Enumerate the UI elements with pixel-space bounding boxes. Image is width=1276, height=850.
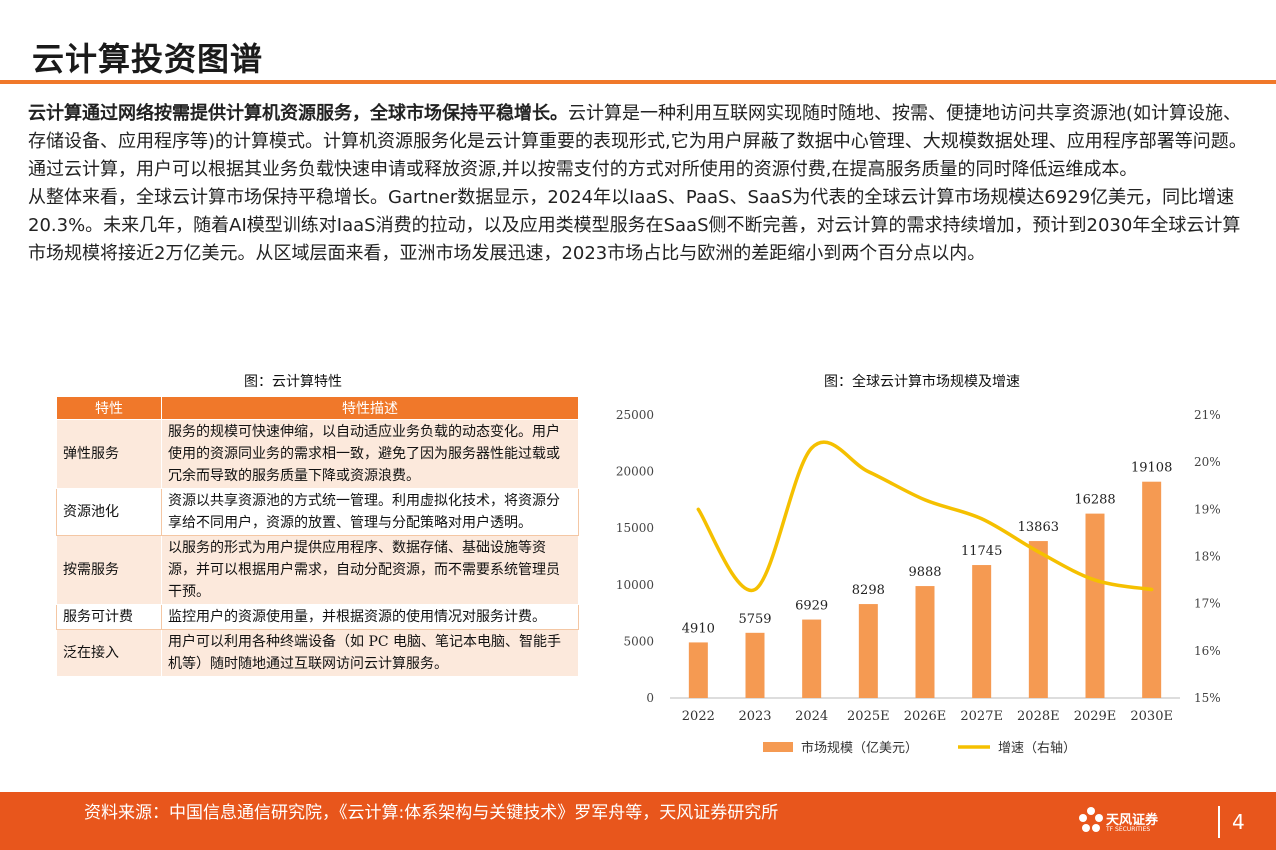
bar-value-label: 13863 — [1018, 520, 1059, 535]
chart-caption: 图：全球云计算市场规模及增速 — [824, 374, 1020, 390]
title-divider — [0, 80, 1276, 84]
feature-desc: 资源以共享资源池的方式统一管理。利用虚拟化技术，将资源分享给不同用户，资源的放置… — [161, 488, 579, 536]
feature-desc: 以服务的形式为用户提供应用程序、数据存储、基础设施等资源，并可以根据用户需求，自… — [161, 535, 579, 605]
y-right-tick-label: 17% — [1194, 597, 1221, 611]
table-row: 资源池化 资源以共享资源池的方式统一管理。利用虚拟化技术，将资源分享给不同用户，… — [56, 488, 579, 536]
y-left-tick-label: 10000 — [616, 578, 654, 592]
legend-line-label: 增速（右轴） — [998, 741, 1076, 756]
feature-desc: 监控用户的资源使用量，并根据资源的使用情况对服务计费。 — [161, 604, 579, 630]
bar-value-label: 11745 — [961, 544, 1002, 559]
intro-lead-bold: 云计算通过网络按需提供计算机资源服务，全球市场保持平稳增长。 — [28, 103, 568, 124]
x-tick-label: 2026E — [904, 709, 947, 724]
table-row: 服务可计费 监控用户的资源使用量，并根据资源的使用情况对服务计费。 — [56, 604, 579, 630]
table-row: 泛在接入 用户可以利用各种终端设备（如 PC 电脑、笔记本电脑、智能手机等）随时… — [56, 629, 579, 677]
y-left-tick-label: 25000 — [616, 408, 654, 422]
bar — [915, 586, 935, 698]
bar-value-label: 9888 — [908, 565, 941, 580]
bar-value-label: 19108 — [1131, 461, 1172, 476]
x-tick-label: 2029E — [1074, 709, 1117, 724]
bar — [1085, 513, 1105, 698]
y-right-tick-label: 19% — [1194, 502, 1221, 516]
source-note: 资料来源：中国信息通信研究院，《云计算:体系架构与关键技术》罗军舟等，天风证券研… — [84, 803, 779, 823]
table-caption: 图：云计算特性 — [244, 374, 342, 390]
footer-bar — [0, 792, 1276, 850]
bar — [688, 642, 708, 698]
feature-name: 按需服务 — [56, 535, 162, 605]
y-left-tick-label: 15000 — [616, 521, 654, 535]
market-chart: 0 5000 10000 15000 20000 25000 15% 16% 17% 18% 19%… — [616, 408, 1221, 756]
x-tick-label: 2028E — [1017, 709, 1060, 724]
x-tick-label: 2025E — [847, 709, 890, 724]
y-left-tick-label: 5000 — [623, 634, 654, 648]
page-number-divider — [1218, 806, 1220, 838]
bar — [745, 632, 765, 698]
logo-text-cn: 天风证券 — [1106, 813, 1159, 828]
y-left-tick-label: 20000 — [616, 465, 654, 479]
logo-text-en: TF SECURITIES — [1106, 826, 1151, 833]
feature-name: 服务可计费 — [56, 604, 162, 630]
table-header-name: 特性 — [56, 396, 162, 420]
intro-lead-rest: 云计算是一种利用互联网实现随时随地、按需、便捷地访问共享资源池(如计算设施、存储… — [28, 103, 1247, 180]
intro-paragraph-1: 云计算通过网络按需提供计算机资源服务，全球市场保持平稳增长。云计算是一种利用互联… — [28, 100, 1250, 184]
x-tick-label: 2030E — [1130, 709, 1173, 724]
table-row: 弹性服务 服务的规模可快速伸缩，以自动适应业务负载的动态变化。用户使用的资源同业… — [56, 419, 579, 489]
page-title: 云计算投资图谱 — [32, 40, 264, 78]
bar-value-label: 6929 — [795, 599, 828, 614]
y-left-tick-label: 0 — [646, 691, 654, 705]
bar — [858, 604, 878, 698]
bar — [972, 565, 992, 698]
bar — [1028, 541, 1048, 698]
y-right-tick-label: 21% — [1194, 408, 1221, 422]
legend-bar-label: 市场规模（亿美元） — [801, 740, 918, 756]
x-tick-label: 2024 — [795, 709, 828, 724]
y-right-tick-label: 16% — [1194, 644, 1221, 658]
table-header-row: 特性 特性描述 — [56, 396, 579, 420]
legend-bar-swatch — [763, 742, 793, 752]
feature-name: 泛在接入 — [56, 629, 162, 677]
feature-name: 资源池化 — [56, 488, 162, 536]
bar-value-label: 16288 — [1074, 493, 1115, 508]
logo-flower-icon — [1079, 807, 1103, 832]
intro-text: 云计算通过网络按需提供计算机资源服务，全球市场保持平稳增长。云计算是一种利用互联… — [28, 100, 1250, 268]
table-row: 按需服务 以服务的形式为用户提供应用程序、数据存储、基础设施等资源，并可以根据用… — [56, 535, 579, 605]
growth-rate-line — [696, 440, 1154, 592]
x-tick-label: 2027E — [960, 709, 1003, 724]
bar — [802, 619, 822, 698]
intro-paragraph-2: 从整体来看，全球云计算市场保持平稳增长。Gartner数据显示，2024年以Ia… — [28, 187, 1241, 264]
y-right-tick-label: 18% — [1194, 550, 1221, 564]
page-number: 4 — [1232, 810, 1245, 834]
y-right-tick-label: 15% — [1194, 691, 1221, 705]
x-tick-label: 2022 — [682, 709, 715, 724]
features-table: 特性 特性描述 弹性服务 服务的规模可快速伸缩，以自动适应业务负载的动态变化。用… — [56, 396, 579, 677]
bar-value-label: 8298 — [852, 583, 885, 598]
feature-desc: 用户可以利用各种终端设备（如 PC 电脑、笔记本电脑、智能手机等）随时随地通过互… — [161, 629, 579, 677]
table-header-desc: 特性描述 — [161, 396, 579, 420]
feature-name: 弹性服务 — [56, 419, 162, 489]
x-tick-label: 2023 — [738, 709, 771, 724]
bar-value-label: 4910 — [682, 621, 715, 636]
company-logo: 天风证券 TF SECURITIES — [1078, 806, 1188, 838]
y-right-tick-label: 20% — [1194, 455, 1221, 469]
feature-desc: 服务的规模可快速伸缩，以自动适应业务负载的动态变化。用户使用的资源同业务的需求相… — [161, 419, 579, 489]
bar-value-label: 5759 — [738, 612, 771, 627]
